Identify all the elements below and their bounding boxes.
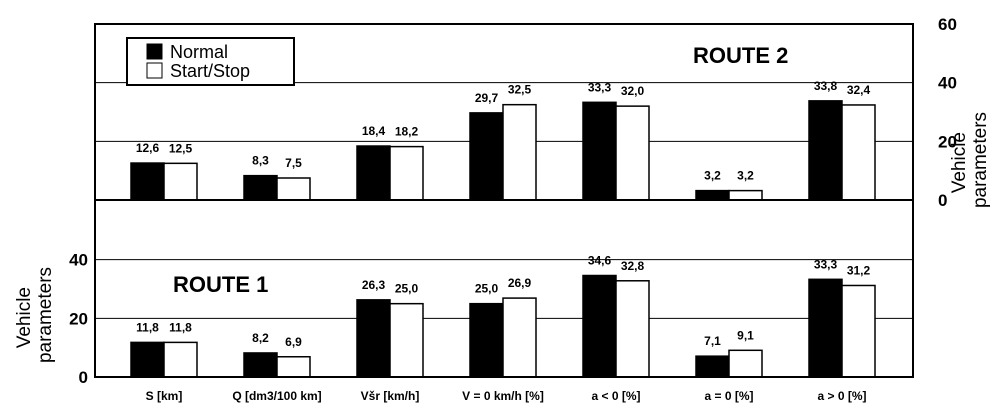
bar-route-1-start-stop — [841, 284, 876, 378]
bar-route-2-start-stop — [615, 105, 650, 201]
data-label-route-1: 11,8 — [169, 320, 192, 334]
data-label-route-1: 25,0 — [395, 282, 419, 296]
legend-label-normal: Normal — [170, 42, 228, 62]
bar-route-2-start-stop — [728, 189, 763, 201]
data-label-route-2: 3,2 — [737, 169, 754, 183]
x-tick-label: a > 0 [%] — [817, 389, 866, 403]
bar-route-1-start-stop — [728, 349, 763, 378]
data-label-route-2: 12,6 — [136, 141, 160, 155]
left-axis-label-text: Vehicle — [14, 287, 35, 348]
data-label-route-2: 32,4 — [847, 83, 871, 97]
data-label-route-2: 32,5 — [508, 83, 532, 97]
data-label-route-1: 9,1 — [737, 328, 754, 342]
y-tick-label-left: 20 — [69, 309, 88, 328]
data-label-route-1: 34,6 — [588, 254, 612, 268]
bar-route-2-start-stop — [163, 162, 198, 201]
data-label-route-2: 29,7 — [475, 91, 499, 105]
bar-route-1-normal — [130, 341, 165, 378]
y-tick-label-left: 40 — [69, 251, 88, 270]
bar-route-2-start-stop — [276, 177, 311, 201]
data-labels: 12,6 8,3 18,4 29,7 33,3 3,2 33,8 12,5 7,5 18,2 32,… — [136, 79, 871, 349]
bar-route-1-normal — [808, 278, 843, 378]
data-label-route-1: 26,9 — [508, 276, 532, 290]
data-label-route-2: 33,3 — [588, 80, 612, 94]
y-tick-label-right: 20 — [938, 132, 957, 151]
right-axis-label-text-line-2: parameters — [970, 112, 991, 208]
tick-labels: 0 20 40 60 0 20 40 S [km] Q [dm3/100 km] Všr [km/… — [69, 15, 957, 403]
bar-route-2-start-stop — [389, 145, 424, 201]
y-tick-label-right: 40 — [938, 74, 957, 93]
bar-route-1-normal — [582, 274, 617, 378]
data-label-route-2: 8,3 — [252, 154, 269, 168]
bar-route-1-start-stop — [163, 341, 198, 378]
bar-route-1-normal — [356, 299, 391, 378]
data-label-route-1: 31,2 — [847, 263, 871, 277]
bar-route-2-start-stop — [841, 104, 876, 201]
bar-route-1-start-stop — [276, 356, 311, 378]
legend: Normal Start/Stop — [126, 37, 295, 86]
x-tick-label: S [km] — [146, 389, 183, 403]
left-axis-label: Vehicle parameters — [14, 267, 56, 363]
x-tick-label: a < 0 [%] — [591, 389, 640, 403]
data-label-route-2: 18,2 — [395, 125, 419, 139]
data-label-route-1: 26,3 — [362, 278, 386, 292]
y-tick-label-right: 60 — [938, 15, 957, 34]
legend-label-start-stop: Start/Stop — [170, 61, 250, 81]
plot-frame — [94, 23, 914, 378]
x-tick-label: a = 0 [%] — [704, 389, 753, 403]
data-label-route-1: 6,9 — [285, 335, 302, 349]
bar-route-1-normal — [695, 355, 730, 378]
bar-route-2-normal — [356, 145, 391, 201]
data-label-route-2: 3,2 — [704, 169, 721, 183]
data-label-route-1: 33,3 — [814, 257, 838, 271]
bar-route-1-normal — [469, 302, 504, 378]
bar-route-2-normal — [130, 162, 165, 201]
data-label-route-1: 25,0 — [475, 282, 499, 296]
bar-route-1-start-stop — [502, 297, 537, 378]
route-1-title: ROUTE 1 — [173, 272, 268, 297]
x-tick-label: Všr [km/h] — [361, 389, 420, 403]
data-label-route-2: 12,5 — [169, 141, 193, 155]
bar-route-2-normal — [808, 100, 843, 201]
y-tick-label-right: 0 — [938, 191, 947, 210]
bar-route-1-start-stop — [615, 280, 650, 378]
bar-route-2-normal — [582, 101, 617, 201]
right-axis-label: Vehicle parameters — [949, 112, 991, 208]
data-label-route-2: 7,5 — [285, 156, 302, 170]
data-label-route-1: 32,8 — [621, 259, 645, 273]
bars — [130, 100, 876, 378]
data-label-route-1: 7,1 — [704, 334, 721, 348]
route-2-title: ROUTE 2 — [693, 43, 788, 68]
bar-route-1-start-stop — [389, 302, 424, 378]
x-tick-label: Q [dm3/100 km] — [232, 389, 321, 403]
bar-route-2-normal — [695, 189, 730, 201]
legend-swatch-start-stop — [146, 62, 163, 79]
data-label-route-2: 32,0 — [621, 84, 645, 98]
right-axis-label-text: Vehicle — [949, 132, 970, 193]
y-tick-label-left: 0 — [79, 368, 88, 387]
bar-route-2-normal — [243, 174, 278, 201]
data-label-route-2: 18,4 — [362, 124, 386, 138]
bar-route-2-start-stop — [502, 103, 537, 201]
bar-route-2-normal — [469, 112, 504, 201]
legend-swatch-normal — [146, 43, 163, 60]
data-label-route-2: 33,8 — [814, 79, 838, 93]
data-label-route-1: 11,8 — [136, 320, 159, 334]
data-label-route-1: 8,2 — [252, 331, 269, 345]
x-tick-label: V = 0 km/h [%] — [462, 389, 544, 403]
left-axis-label-text-line-2: parameters — [35, 267, 56, 363]
bar-route-1-normal — [243, 352, 278, 378]
